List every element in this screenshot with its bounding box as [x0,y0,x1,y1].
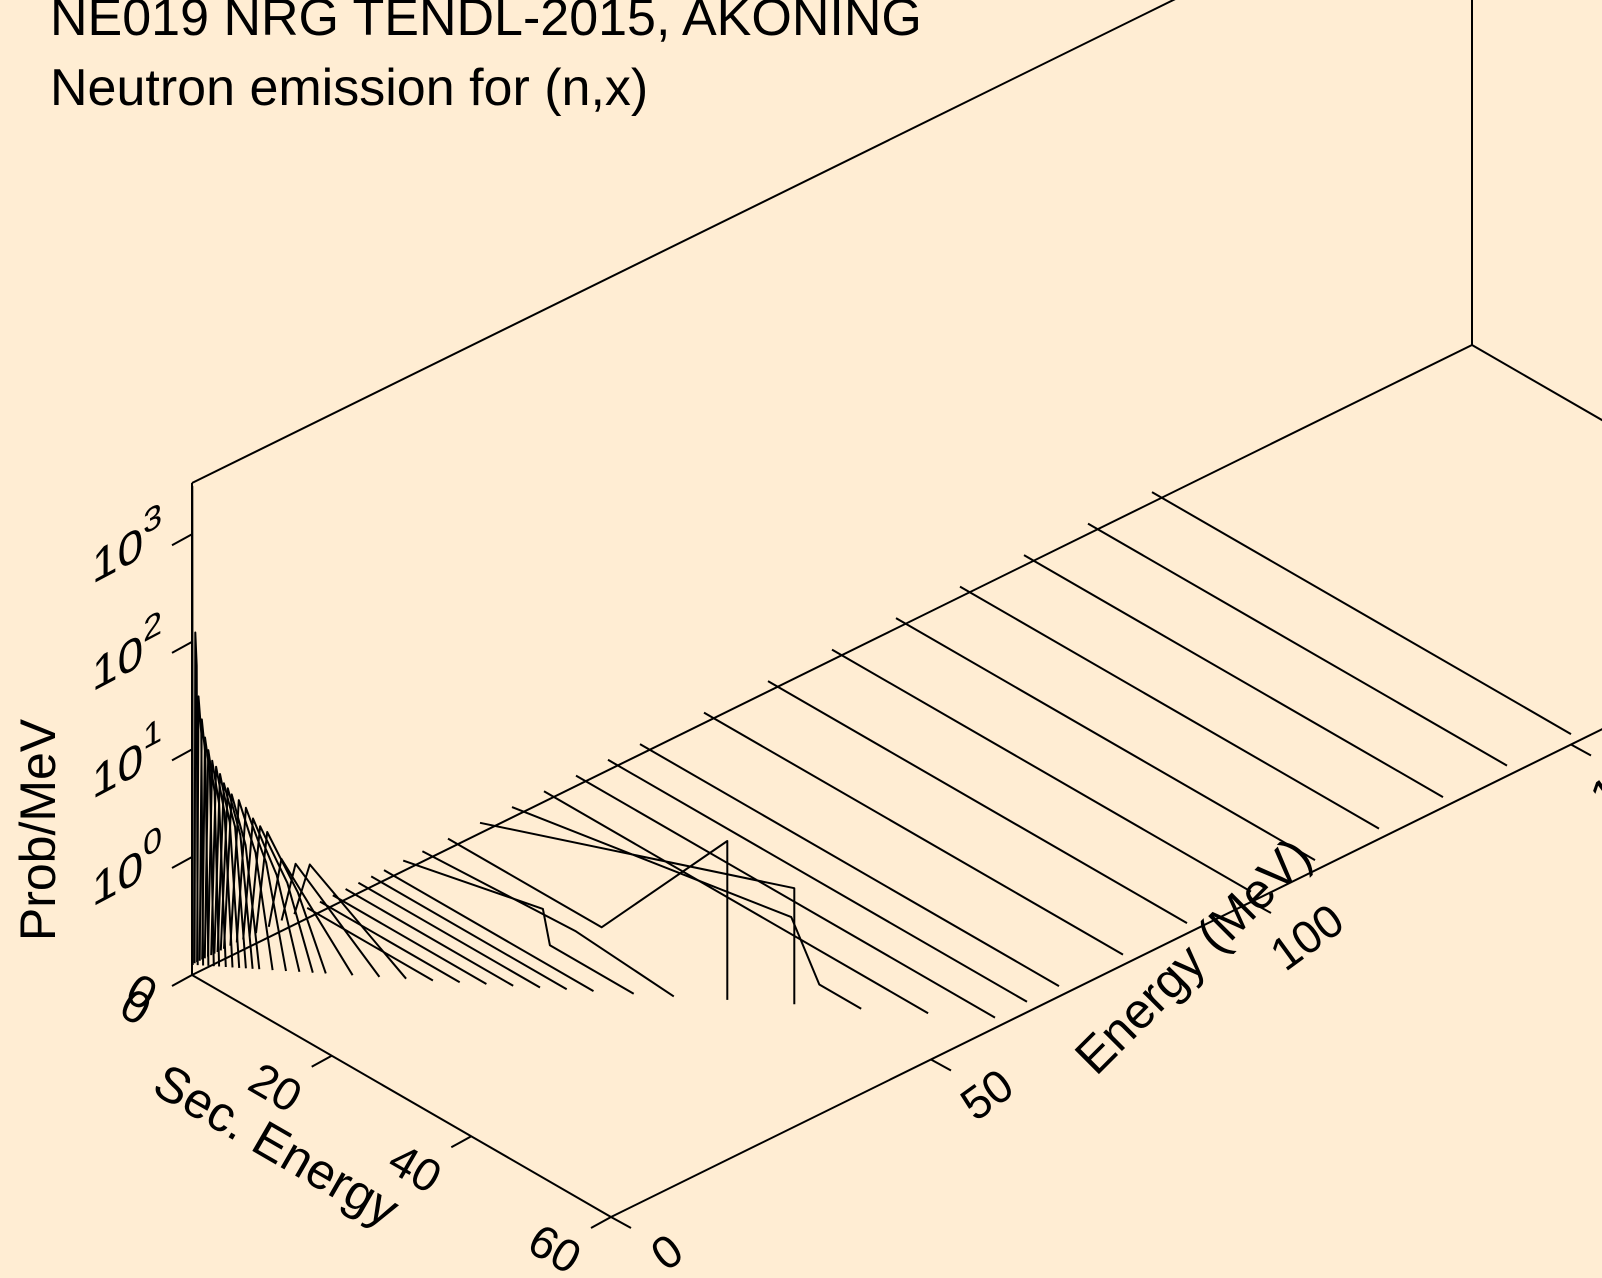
y-tick-0 [610,1216,632,1229]
z-tick-3 [171,533,193,547]
spectrum-42 [1087,522,1508,767]
spectrum-35 [639,743,1060,987]
spectrum-40 [959,585,1380,830]
box-edge-top-right [1472,0,1602,95]
z-tick-0 [171,856,193,869]
y-tick-150 [1570,743,1592,757]
y-axis-line [191,344,1473,976]
chart-title: NE019 NRG TENDL-2015, AKONING [50,0,922,47]
spectrum-16 [255,831,327,974]
spectrum-33 [575,774,996,1019]
spectrum-27 [402,859,635,995]
spectrum-24 [357,881,541,989]
x-tick-40 [450,1135,472,1149]
spectrum-34 [607,758,1028,1003]
spectrum-22 [332,894,487,985]
x-tick-60 [590,1216,612,1229]
x-axis-line [191,974,612,1218]
spectrum-30 [479,821,796,1005]
chart-subtitle: Neutron emission for (n,x) [50,59,649,117]
spectrum-31 [511,806,862,1010]
spectrum-8 [213,773,241,968]
spectrum-0 [191,485,194,966]
spectrum-15 [248,825,314,973]
spectrum-37 [767,680,1188,924]
box-edge-front [610,728,1602,1218]
x-tick-20 [311,1054,333,1068]
spectra [191,485,1572,1019]
axis-box [191,0,1602,1218]
spectrum-17 [267,857,354,976]
x-tick-0 [171,974,193,987]
spectrum-39 [895,617,1316,861]
y-tick-label-50: 50 [951,1058,1023,1130]
z-tick-1 [171,748,193,762]
z-tick-label-0: 100 [92,817,162,917]
spectrum-26 [383,869,595,992]
spectrum-28 [421,850,675,998]
y-tick-100 [1250,901,1272,914]
spectrum-18 [280,862,381,978]
spectrum-38 [831,648,1252,893]
spectrum-43 [1151,491,1572,735]
spectrum-2 [196,695,205,966]
spectrum-20 [306,907,434,982]
z-tick-label-2: 102 [92,602,162,702]
spectrum-32 [543,790,929,1015]
y-tick-50 [930,1058,952,1072]
spectrum-12 [229,799,274,971]
z-tick-2 [171,641,193,654]
y-tick-label-150: 150 [1580,736,1602,823]
x-tick-label-60: 60 [520,1213,590,1278]
spectrum-21 [319,900,461,984]
z-tick-label-3: 103 [92,494,162,594]
spectrum-41 [1023,554,1444,798]
box-edge-top-left [191,0,1176,484]
spectrum-23 [345,888,514,987]
spectrum-29 [447,837,729,1000]
spectrum-36 [703,711,1124,956]
box-edge-far [1471,344,1602,422]
spectrum-25 [370,875,568,991]
z-axis-label: Prob/MeV [10,718,66,941]
z-tick-label-1: 101 [92,709,162,809]
ticks [171,533,1592,1229]
spectrum-13 [235,806,287,972]
spectrum-19 [293,863,407,980]
y-tick-label-0: 0 [641,1223,692,1278]
